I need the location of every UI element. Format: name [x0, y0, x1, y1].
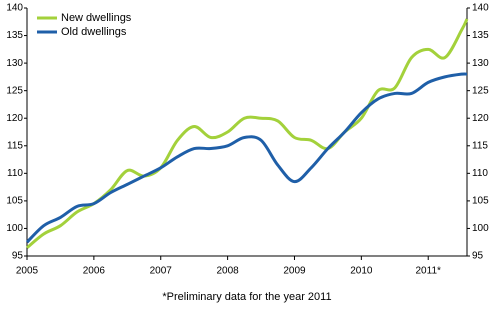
- x-tick-label: 2010: [350, 266, 373, 277]
- y2-tick-label: 115: [472, 140, 488, 151]
- x-tick-label: 2006: [83, 266, 106, 277]
- x-tick-label: 2005: [16, 266, 39, 277]
- y2-tick-label: 120: [472, 113, 489, 124]
- y2-tick-label: 140: [472, 3, 489, 14]
- x-tick-label: 2007: [150, 266, 173, 277]
- y-tick-label: 105: [6, 196, 23, 207]
- footnote: *Preliminary data for the year 2011: [162, 291, 331, 303]
- y-tick-label: 115: [7, 140, 23, 151]
- y-tick-label: 140: [6, 3, 23, 14]
- y-tick-label: 125: [6, 85, 23, 96]
- line-series: [26, 18, 469, 249]
- y2-tick-label: 105: [472, 196, 489, 207]
- y-tick-label: 95: [12, 251, 24, 262]
- y2-tick-label: 130: [472, 58, 489, 69]
- y2-tick-label: 135: [472, 30, 489, 41]
- y-tick-label: 120: [6, 113, 23, 124]
- x-tick-label: 2008: [216, 266, 239, 277]
- y-tick-label: 130: [6, 58, 23, 69]
- legend-label: Old dwellings: [61, 26, 127, 38]
- y2-tick-label: 110: [472, 168, 488, 179]
- y-tick-label: 135: [6, 30, 23, 41]
- legend-label: New dwellings: [61, 12, 132, 24]
- x-tick-label: 2011*: [416, 266, 442, 277]
- y2-tick-label: 100: [472, 223, 489, 234]
- x-tick-label: 2009: [283, 266, 306, 277]
- y2-tick-label: 125: [472, 85, 489, 96]
- y-tick-label: 110: [7, 168, 23, 179]
- line-series: [25, 72, 468, 244]
- y-tick-label: 100: [6, 223, 23, 234]
- y2-tick-label: 95: [472, 251, 484, 262]
